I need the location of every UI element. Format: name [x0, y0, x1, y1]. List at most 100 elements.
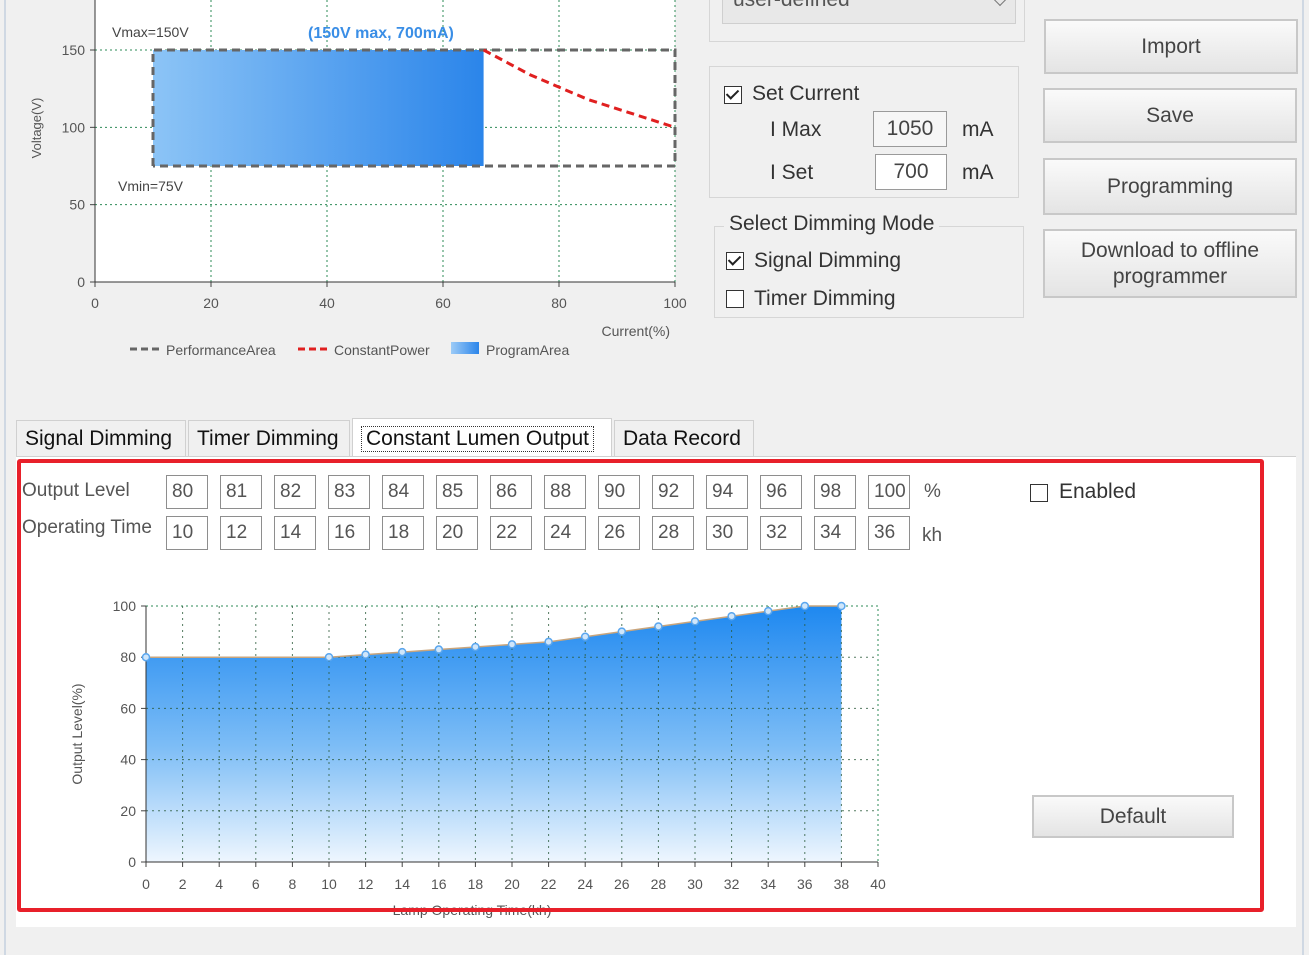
tab-label: Data Record [623, 426, 741, 450]
output-level-cell[interactable]: 84 [382, 475, 424, 509]
legend-program-area: ProgramArea [486, 342, 569, 358]
operating-time-cell[interactable]: 20 [436, 516, 478, 550]
download-offline-button[interactable]: Download to offline programmer [1043, 229, 1297, 298]
output-level-cell[interactable]: 94 [706, 475, 748, 509]
tab-data-record[interactable]: Data Record [614, 420, 754, 456]
y-tick-label: 60 [120, 700, 136, 716]
output-level-cell[interactable]: 98 [814, 475, 856, 509]
imax-field[interactable]: 1050 [873, 111, 947, 147]
iset-label: I Set [770, 161, 814, 184]
mode-dropdown-value: user-defined [733, 0, 850, 12]
import-button[interactable]: Import [1044, 19, 1298, 74]
y-tick-label: 150 [62, 42, 86, 58]
operating-time-cell[interactable]: 24 [544, 516, 586, 550]
operating-time-cell[interactable]: 34 [814, 516, 856, 550]
imax-unit: mA [962, 118, 994, 141]
output-level-cell[interactable]: 96 [760, 475, 802, 509]
data-point [800, 601, 810, 611]
x-tick-label: 28 [651, 876, 667, 892]
signal-dimming-checkbox[interactable] [726, 252, 744, 270]
output-level-cell[interactable]: 82 [274, 475, 316, 509]
data-point [324, 652, 334, 662]
highlight-box [17, 459, 1264, 912]
operating-time-cell[interactable]: 16 [328, 516, 370, 550]
x-tick-label: 4 [215, 876, 223, 892]
programming-button[interactable]: Programming [1043, 158, 1297, 215]
operating-time-cell[interactable]: 10 [166, 516, 208, 550]
dimming-group-title: Select Dimming Mode [724, 212, 940, 236]
x-tick-label: 26 [614, 876, 630, 892]
output-level-cell[interactable]: 85 [436, 475, 478, 509]
chevron-down-icon [992, 0, 1008, 7]
legend-constant-power: ConstantPower [334, 342, 430, 358]
operating-time-cell[interactable]: 14 [274, 516, 316, 550]
operating-time-cell[interactable]: 32 [760, 516, 802, 550]
level-unit: % [924, 481, 941, 502]
y-tick-label: 0 [128, 854, 136, 870]
output-level-cell[interactable]: 88 [544, 475, 586, 509]
x-tick-label: 10 [321, 876, 337, 892]
operating-time-cell[interactable]: 26 [598, 516, 640, 550]
x-tick-label: 40 [870, 876, 886, 892]
data-point [507, 640, 517, 649]
data-point [690, 617, 700, 626]
timer-dimming-label: Timer Dimming [754, 287, 896, 310]
tab-label: Constant Lumen Output [361, 425, 594, 452]
y-tick-label: 100 [62, 119, 86, 135]
tab-label: Signal Dimming [25, 426, 173, 450]
y-tick-label: 40 [120, 752, 136, 768]
timer-dimming-checkbox[interactable] [726, 290, 744, 308]
data-point [763, 606, 773, 616]
tab-signal-dimming[interactable]: Signal Dimming [16, 420, 186, 456]
set-current-label: Set Current [752, 82, 860, 105]
operating-time-cell[interactable]: 36 [868, 516, 910, 550]
constant-power-line [482, 48, 676, 129]
tab-timer-dimming[interactable]: Timer Dimming [188, 420, 350, 456]
output-level-cell[interactable]: 83 [328, 475, 370, 509]
download-line1: Download to offline [1080, 238, 1260, 262]
tab-constant-lumen-output[interactable]: Constant Lumen Output [352, 418, 612, 458]
operating-time-cell[interactable]: 18 [382, 516, 424, 550]
set-current-checkbox[interactable] [724, 86, 742, 104]
data-point [837, 601, 846, 611]
operating-time-cell[interactable]: 30 [706, 516, 748, 550]
x-tick-label: 60 [435, 295, 451, 311]
output-level-cell[interactable]: 100 [868, 475, 910, 509]
y-axis-label: Voltage(V) [29, 98, 44, 159]
x-tick-label: 30 [687, 876, 703, 892]
iset-field[interactable]: 700 [875, 154, 947, 190]
output-level-cell[interactable]: 86 [490, 475, 532, 509]
legend-performance: PerformanceArea [166, 342, 276, 358]
mode-dropdown[interactable]: user-defined [722, 0, 1016, 24]
time-unit: kh [922, 525, 943, 546]
y-tick-label: 100 [113, 598, 137, 614]
operating-time-label: Operating Time [22, 517, 152, 538]
x-tick-label: 80 [551, 295, 567, 311]
data-point [654, 622, 663, 631]
signal-dimming-label: Signal Dimming [754, 249, 902, 272]
data-point [434, 645, 444, 654]
vmax-label: Vmax=150V [112, 24, 189, 40]
output-level-cell[interactable]: 80 [166, 475, 208, 509]
program-area [153, 50, 484, 166]
x-tick-label: 36 [797, 876, 813, 892]
x-tick-label: 34 [760, 876, 776, 892]
x-tick-label: 38 [834, 876, 850, 892]
output-level-cell[interactable]: 81 [220, 475, 262, 509]
x-tick-label: 20 [504, 876, 520, 892]
operating-time-cell[interactable]: 12 [220, 516, 262, 550]
x-tick-label: 100 [663, 295, 687, 311]
default-button[interactable]: Default [1032, 795, 1234, 838]
imax-label: I Max [770, 118, 822, 141]
output-level-cell[interactable]: 92 [652, 475, 694, 509]
x-axis-label: Current(%) [602, 323, 670, 339]
operating-time-cell[interactable]: 22 [490, 516, 532, 550]
performance-area-line [151, 48, 677, 168]
x-tick-label: 40 [319, 295, 335, 311]
output-level-cell[interactable]: 90 [598, 475, 640, 509]
enabled-checkbox[interactable] [1030, 484, 1048, 502]
save-button[interactable]: Save [1043, 88, 1297, 143]
data-point [580, 632, 590, 641]
lumen-output-chart: 0 2 4 6 8 10 12 14 16 18 20 22 24 26 28 30 32 34 36 38 40020… [69, 598, 886, 918]
operating-time-cell[interactable]: 28 [652, 516, 694, 550]
